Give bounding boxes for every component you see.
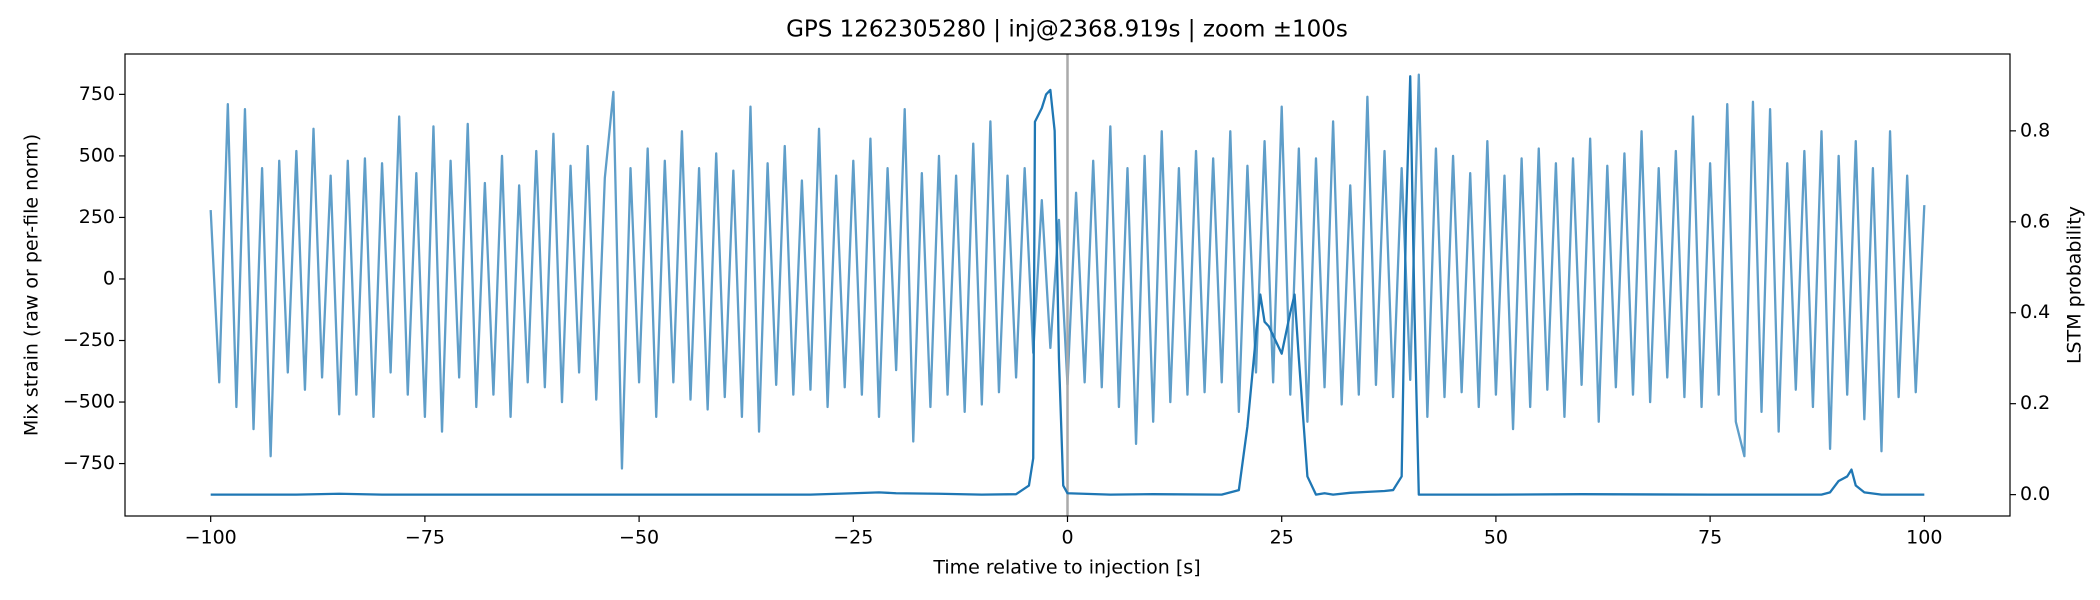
x-tick-label: 50 [1484, 527, 1508, 549]
y2-tick-label: 0.4 [2020, 301, 2050, 323]
y2-axis-label: LSTM probability [2064, 206, 2086, 364]
y-tick-label: −250 [63, 329, 115, 351]
y-axis-label: Mix strain (raw or per-file norm) [21, 134, 43, 436]
x-tick-label: 100 [1906, 527, 1942, 549]
plot-frame [124, 53, 2011, 517]
x-tick-label: −75 [405, 527, 445, 549]
x-tick-label: 25 [1270, 527, 1294, 549]
x-tick-label: −50 [619, 527, 659, 549]
y-tick-label: 500 [79, 144, 115, 166]
y2-tick-label: 0.2 [2020, 392, 2050, 414]
x-tick-label: 75 [1698, 527, 1722, 549]
y-tick-label: 750 [79, 83, 115, 105]
x-tick-label: −25 [833, 527, 873, 549]
y-tick-label: 250 [79, 206, 115, 228]
x-tick-label: 0 [1061, 527, 1073, 549]
y-tick-label: −500 [63, 391, 115, 413]
y2-tick-label: 0.8 [2020, 119, 2050, 141]
plot-area [209, 54, 1926, 516]
x-tick-label: −100 [185, 527, 237, 549]
chart-title: GPS 1262305280 | inj@2368.919s | zoom ±1… [786, 17, 1348, 43]
x-axis-label: Time relative to injection [s] [932, 557, 1200, 579]
probability-line [210, 75, 1925, 496]
y-tick-label: −750 [63, 452, 115, 474]
y2-tick-label: 0.6 [2020, 210, 2050, 232]
y-tick-label: 0 [103, 267, 115, 289]
y2-tick-label: 0.0 [2020, 483, 2050, 505]
